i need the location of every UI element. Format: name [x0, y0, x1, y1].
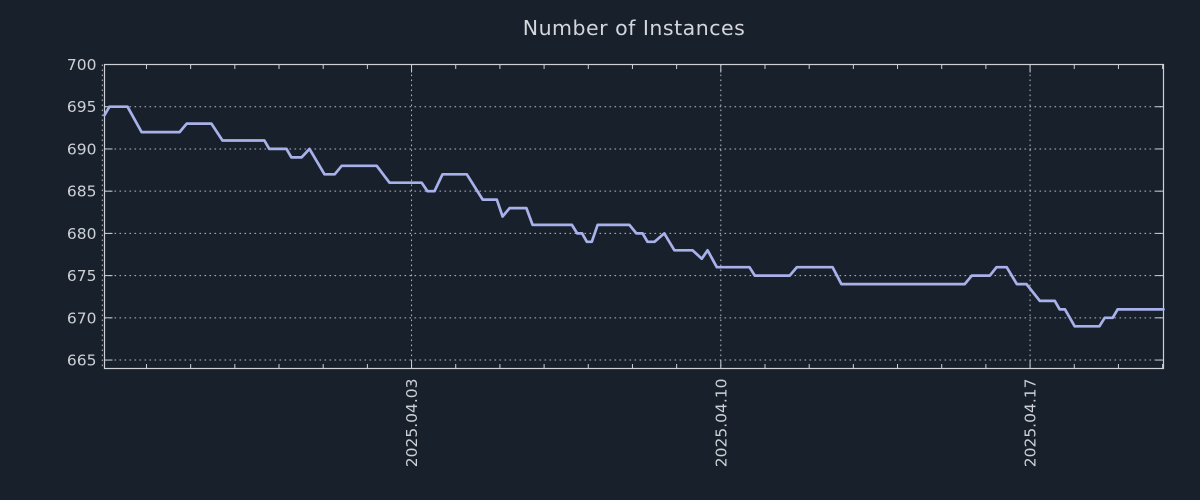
- y-tick-label: 680: [67, 225, 97, 243]
- axes-layer: [103, 63, 1165, 370]
- x-tick-label: 2025.04.03: [403, 379, 421, 468]
- chart-title: Number of Instances: [522, 16, 746, 40]
- y-tick-label: 685: [67, 183, 97, 201]
- y-tick-label: 695: [67, 98, 97, 116]
- y-tick-label: 675: [67, 267, 97, 285]
- grid-layer: [101, 64, 1164, 369]
- y-tick-label: 665: [67, 352, 97, 370]
- x-tick-label: 2025.04.10: [712, 379, 730, 468]
- y-tick-label: 670: [67, 309, 97, 327]
- series-layer: [103, 105, 1165, 328]
- y-tick-label: 690: [67, 140, 97, 158]
- series-line-instances: [103, 105, 1165, 328]
- labels-layer: 700 695 690 685 680 675 670 665 2025.04.03 2025.0…: [67, 56, 1040, 467]
- y-tick-label: 700: [67, 56, 97, 74]
- plot-border: [103, 63, 1165, 370]
- x-tick-label: 2025.04.17: [1022, 379, 1040, 468]
